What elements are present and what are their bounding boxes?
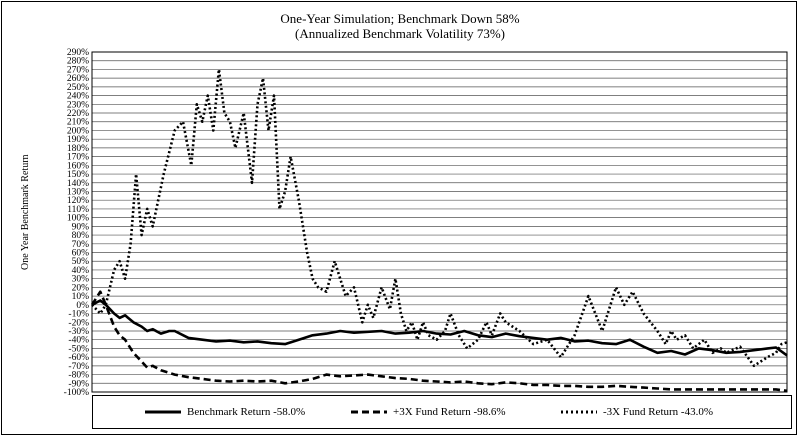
y-tick-label: 270% [67, 65, 89, 75]
y-tick-labels: 290%280%270%260%250%240%230%220%210%200%… [64, 48, 89, 398]
y-tick-label: 130% [67, 187, 89, 197]
y-tick-label: -60% [68, 353, 89, 363]
y-tick-label: 230% [67, 100, 89, 110]
y-tick-label: 140% [67, 179, 89, 189]
legend-label-benchmark: Benchmark Return -58.0% [187, 406, 306, 418]
y-tick-label: 200% [67, 126, 89, 136]
legend-item-plus3x: +3X Fund Return -98.6% [351, 406, 506, 418]
y-tick-label: 290% [67, 48, 89, 58]
y-tick-label: -50% [68, 344, 89, 354]
dashed-line-swatch-icon [351, 410, 387, 414]
y-tick-label: -30% [68, 327, 89, 337]
legend-label-minus3x: -3X Fund Return -43.0% [603, 406, 713, 418]
y-tick-label: 150% [67, 170, 89, 180]
y-tick-label: 190% [67, 135, 89, 145]
y-tick-label: 40% [72, 266, 90, 276]
series-line-dotted [91, 68, 788, 368]
legend-item-minus3x: -3X Fund Return -43.0% [561, 406, 713, 418]
y-tick-label: 80% [72, 231, 90, 241]
series-line-dashed [90, 290, 788, 393]
y-tick-label: -40% [68, 336, 89, 346]
chart-subtitle: (Annualized Benchmark Volatility 73%) [295, 26, 505, 41]
chart-title: One-Year Simulation; Benchmark Down 58% [280, 11, 520, 26]
y-tick-label: 100% [67, 214, 89, 224]
y-tick-label: -70% [68, 362, 89, 372]
y-tick-label: 220% [67, 109, 89, 119]
y-tick-label: 60% [72, 249, 90, 259]
legend-label-plus3x: +3X Fund Return -98.6% [393, 406, 506, 418]
y-tick-label: 0% [76, 301, 89, 311]
legend: Benchmark Return -58.0% +3X Fund Return … [92, 395, 792, 429]
y-tick-label: 120% [67, 196, 89, 206]
y-tick-label: -80% [68, 371, 89, 381]
y-tick-label: 210% [67, 118, 89, 128]
y-tick-label: 50% [72, 257, 90, 267]
y-tick-label: 250% [67, 83, 89, 93]
solid-line-swatch-icon [145, 410, 181, 414]
y-tick-label: -100% [64, 388, 89, 398]
y-tick-label: 240% [67, 92, 89, 102]
y-tick-label: 10% [72, 292, 90, 302]
y-tick-label: 280% [67, 57, 89, 67]
y-tick-label: 170% [67, 153, 89, 163]
y-tick-label: 30% [72, 275, 90, 285]
y-tick-label: 110% [67, 205, 89, 215]
y-tick-label: -10% [68, 310, 89, 320]
y-tick-label: 160% [67, 161, 89, 171]
y-tick-label: 20% [72, 283, 90, 293]
plot-area-border [91, 51, 788, 393]
y-tick-label: -90% [68, 379, 89, 389]
dotted-line-swatch-icon [561, 410, 597, 414]
series-lines [90, 68, 788, 393]
series-line-solid [91, 299, 788, 357]
y-tick-label: -20% [68, 318, 89, 328]
y-tick-label: 70% [72, 240, 90, 250]
y-tick-label: 260% [67, 74, 89, 84]
chart-title-block: One-Year Simulation; Benchmark Down 58% … [0, 11, 800, 41]
gridlines [92, 51, 787, 393]
legend-item-benchmark: Benchmark Return -58.0% [145, 406, 305, 418]
y-tick-label: 180% [67, 144, 89, 154]
y-tick-label: 90% [72, 222, 90, 232]
